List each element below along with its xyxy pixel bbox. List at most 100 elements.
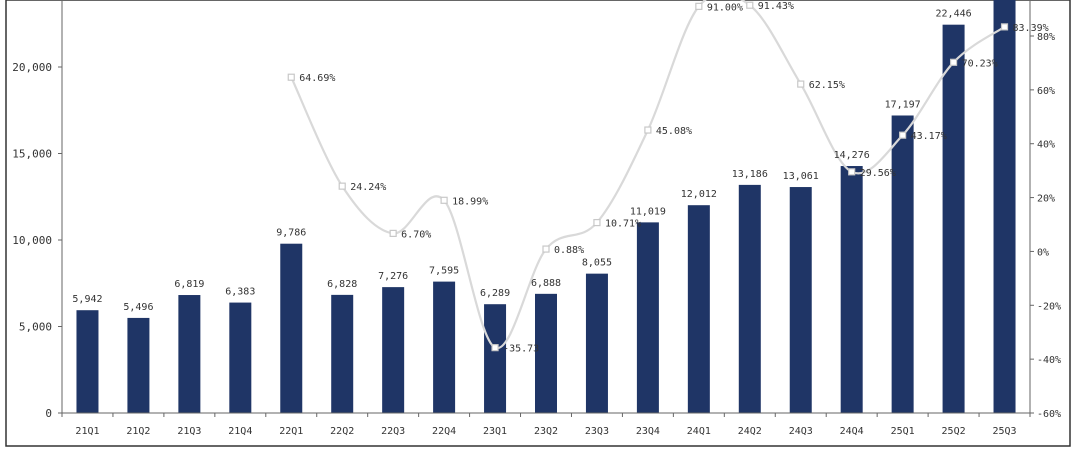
yoy-marker-24Q1: [695, 2, 703, 10]
bar-label-24Q1: 12,012: [681, 189, 717, 200]
bar-label-23Q2: 6,888: [531, 278, 561, 289]
bar-23Q4: [636, 222, 659, 413]
yoy-label-25Q1: 43.17%: [911, 131, 947, 142]
yoy-marker-23Q2: [542, 245, 550, 253]
chart-frame: [5, 0, 1071, 447]
bar-24Q3: [789, 187, 812, 413]
yoy-marker-23Q4: [644, 126, 652, 134]
yoy-marker-24Q3: [797, 80, 805, 88]
bar-label-24Q4: 14,276: [834, 150, 870, 161]
yoy-label-22Q4: 18.99%: [452, 196, 488, 207]
bar-24Q2: [738, 184, 761, 413]
x-tick-label-22Q1: 22Q1: [279, 426, 303, 437]
y2-tick-label--60: -60%: [1037, 409, 1061, 420]
bars-layer: [76, 0, 1016, 414]
x-tick-label-24Q1: 24Q1: [687, 426, 711, 437]
x-tick-label-24Q3: 24Q3: [789, 426, 813, 437]
x-tick-label-23Q3: 23Q3: [585, 426, 609, 437]
yoy-marker-22Q3: [389, 229, 397, 237]
bar-label-21Q1: 5,942: [72, 294, 102, 305]
x-tick-label-23Q4: 23Q4: [636, 426, 660, 437]
x-tick-label-21Q4: 21Q4: [228, 426, 252, 437]
bar-label-24Q2: 13,186: [732, 169, 768, 180]
y-tick-label-5000: 5,000: [19, 321, 52, 334]
bar-21Q1: [76, 310, 99, 413]
yoy-label-23Q2: 0.88%: [554, 245, 584, 256]
yoy-marker-22Q1: [287, 73, 295, 81]
x-tick-label-22Q3: 22Q3: [381, 426, 405, 437]
bar-label-22Q3: 7,276: [378, 271, 408, 282]
bar-label-22Q2: 6,828: [327, 279, 357, 290]
yoy-label-25Q3: 83.39%: [1013, 23, 1049, 34]
bar-label-23Q1: 6,289: [480, 288, 510, 299]
bar-23Q2: [535, 293, 557, 413]
x-tick-label-21Q3: 21Q3: [177, 426, 201, 437]
yoy-label-22Q3: 6.70%: [401, 229, 431, 240]
bar-label-25Q2: 22,446: [936, 9, 972, 20]
y-tick-label-0: 0: [45, 407, 52, 420]
bar-label-25Q1: 17,197: [885, 99, 921, 110]
yoy-marker-23Q3: [593, 218, 601, 227]
bar-25Q3: [993, 0, 1016, 413]
yoy-label-22Q1: 64.69%: [299, 73, 335, 84]
yoy-label-24Q4: 29.56%: [860, 168, 896, 179]
yoy-marker-24Q2: [746, 1, 754, 9]
bar-label-21Q4: 6,383: [225, 287, 255, 298]
yoy-marker-25Q3: [1000, 23, 1009, 31]
y-tick-label-15000: 15,000: [12, 148, 52, 161]
yoy-marker-22Q4: [440, 196, 448, 204]
y2-tick-label-80: 80%: [1037, 32, 1055, 43]
yoy-marker-25Q1: [899, 131, 907, 139]
yoy-label-23Q4: 45.08%: [656, 126, 692, 137]
x-tick-label-22Q4: 22Q4: [432, 426, 456, 437]
bar-22Q1: [280, 243, 303, 413]
x-tick-label-25Q1: 25Q1: [891, 426, 915, 437]
bar-21Q4: [229, 302, 252, 413]
yoy-marker-22Q2: [338, 182, 346, 190]
yoy-marker-25Q2: [949, 58, 958, 66]
yoy-line: [290, 0, 1006, 349]
bar-label-23Q4: 11,019: [630, 206, 666, 217]
x-tick-label-24Q2: 24Q2: [738, 426, 762, 437]
yoy-label-23Q3: 10.71%: [605, 219, 641, 230]
y2-tick-label-20: 20%: [1037, 194, 1055, 205]
bar-label-23Q3: 8,055: [582, 258, 612, 269]
y2-tick-label-60: 60%: [1037, 86, 1055, 97]
x-tick-label-25Q3: 25Q3: [992, 426, 1016, 437]
bar-23Q3: [585, 273, 608, 413]
yoy-marker-24Q4: [848, 168, 856, 176]
x-tick-label-23Q2: 23Q2: [534, 426, 558, 437]
bar-label-21Q3: 6,819: [174, 279, 204, 290]
bar-25Q2: [942, 24, 965, 413]
x-tick-label-21Q1: 21Q1: [75, 426, 99, 437]
bar-label-22Q1: 9,786: [276, 228, 306, 239]
yoy-label-24Q3: 62.15%: [809, 80, 845, 91]
x-tick-label-24Q4: 24Q4: [840, 426, 864, 437]
bar-22Q4: [433, 281, 456, 413]
bar-label-24Q3: 13,061: [783, 171, 819, 182]
x-tick-label-21Q2: 21Q2: [126, 426, 150, 437]
bar-label-21Q2: 5,496: [123, 302, 153, 313]
y2-tick-label--40: -40%: [1037, 355, 1061, 366]
yoy-label-24Q2: 91.43%: [758, 1, 794, 12]
yoy-label-25Q2: 70.23%: [962, 58, 998, 69]
bar-25Q1: [891, 115, 914, 414]
y2-tick-label-0: 0%: [1037, 247, 1049, 258]
labels-layer: 5,942 5,496 6,819 6,383 9,786 6,828 7,276 7,595…: [72, 1, 1048, 354]
y-tick-label-20000: 20,000: [12, 61, 52, 74]
y2-tick-label--20: -20%: [1037, 301, 1061, 312]
bar-21Q2: [127, 317, 150, 413]
bar-label-22Q4: 7,595: [429, 266, 459, 277]
y-tick-label-10000: 10,000: [12, 234, 52, 247]
bar-24Q1: [687, 205, 710, 413]
bar-22Q3: [382, 287, 405, 413]
x-tick-label-22Q2: 22Q2: [330, 426, 354, 437]
bar-24Q4: [840, 166, 863, 413]
bar-23Q1: [484, 304, 507, 413]
axes-layer: 0 5,000 10,000 15,000 20,000 -60% -40% -20% 0% 20…: [12, 0, 1061, 437]
bar-21Q3: [178, 295, 201, 413]
yoy-label-22Q2: 24.24%: [350, 182, 386, 193]
yoy-label-24Q1: 91.00%: [707, 2, 743, 13]
bar-22Q2: [331, 294, 354, 413]
x-tick-label-23Q1: 23Q1: [483, 426, 507, 437]
